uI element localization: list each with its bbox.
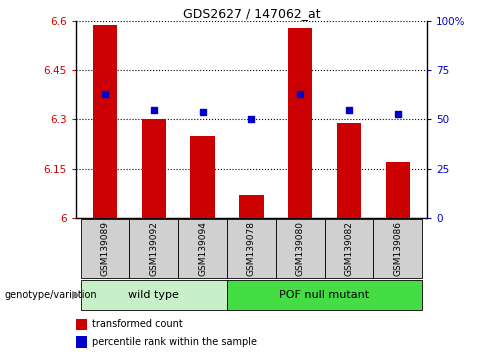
Bar (276, 219, 325, 278)
Bar (227, 219, 276, 278)
Text: GSM139080: GSM139080 (296, 221, 305, 276)
Bar (386, 162, 410, 218)
Text: GSM139094: GSM139094 (198, 221, 207, 276)
Text: GSM139082: GSM139082 (345, 221, 353, 276)
Bar (142, 120, 166, 218)
Bar (190, 136, 215, 218)
Bar (337, 123, 361, 218)
Bar (81, 280, 227, 310)
Point (345, 107, 353, 113)
Bar (227, 280, 422, 310)
Point (101, 91, 109, 97)
Bar (129, 219, 178, 278)
Text: genotype/variation: genotype/variation (5, 290, 98, 299)
Text: GSM139089: GSM139089 (101, 221, 109, 276)
Bar (93, 24, 117, 218)
Text: transformed count: transformed count (92, 319, 183, 329)
Bar (76, 319, 87, 330)
Point (150, 107, 158, 113)
Text: wild type: wild type (128, 290, 179, 300)
Bar (325, 219, 373, 278)
Bar (288, 28, 312, 218)
Text: GSM139078: GSM139078 (247, 221, 256, 276)
Point (394, 111, 402, 116)
Text: ▶: ▶ (72, 290, 81, 299)
Bar (81, 219, 129, 278)
Point (296, 91, 304, 97)
Text: GSM139086: GSM139086 (393, 221, 402, 276)
Bar (239, 195, 264, 218)
Bar (178, 219, 227, 278)
Point (247, 116, 255, 122)
Text: percentile rank within the sample: percentile rank within the sample (92, 337, 257, 347)
Point (199, 109, 206, 114)
Text: GSM139092: GSM139092 (149, 221, 158, 276)
Bar (76, 336, 87, 348)
Text: POF null mutant: POF null mutant (280, 290, 369, 300)
Bar (373, 219, 422, 278)
Title: GDS2627 / 147062_at: GDS2627 / 147062_at (183, 7, 320, 20)
